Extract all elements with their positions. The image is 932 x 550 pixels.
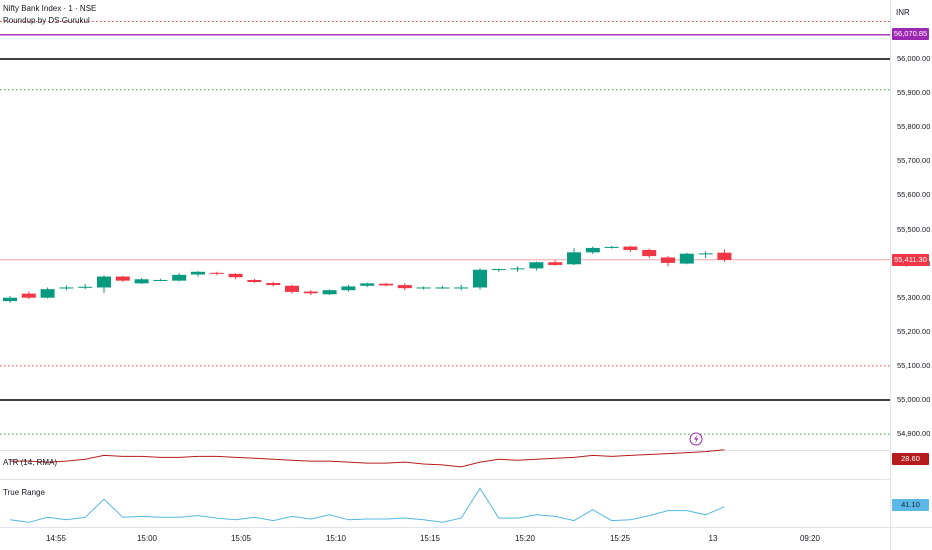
candle-body bbox=[416, 287, 431, 289]
price-tick-label: 55,800.00 bbox=[897, 122, 931, 132]
atr-value-tag: 28.60 bbox=[892, 453, 929, 465]
candle-body bbox=[604, 246, 619, 248]
candle-body bbox=[397, 285, 412, 289]
price-tick-label: 55,600.00 bbox=[897, 190, 931, 200]
candle-body bbox=[3, 297, 17, 302]
candle-body bbox=[661, 257, 675, 263]
time-tick-label: 15:15 bbox=[419, 534, 441, 543]
price-tick-label: 55,900.00 bbox=[897, 88, 931, 98]
currency-button[interactable]: INR bbox=[896, 8, 910, 17]
candle-body bbox=[78, 286, 93, 288]
price-tick-label: 56,000.00 bbox=[897, 54, 931, 63]
candle-body bbox=[191, 271, 205, 275]
candle-body bbox=[59, 287, 74, 289]
candle-body bbox=[266, 283, 281, 286]
alert-lightning-icon bbox=[694, 434, 699, 444]
candle-body bbox=[473, 269, 487, 288]
level-price-tag: 56,070.85 bbox=[892, 28, 929, 40]
candle-body bbox=[303, 291, 318, 294]
candle-body bbox=[379, 283, 393, 286]
candle-body bbox=[228, 273, 243, 278]
candle-body bbox=[209, 272, 224, 274]
price-tick-label: 55,000.00 bbox=[897, 395, 931, 404]
true-range-value-tag: 41.10 bbox=[892, 499, 929, 511]
candle-body bbox=[172, 274, 187, 281]
candle-body bbox=[134, 279, 149, 284]
atr-line bbox=[10, 449, 725, 468]
time-tick-label: 13 bbox=[708, 534, 718, 543]
time-tick-label: 09:20 bbox=[799, 534, 821, 543]
time-tick-label: 15:00 bbox=[136, 534, 158, 543]
candle-body bbox=[510, 268, 525, 270]
candle-body bbox=[322, 290, 337, 295]
candle-body bbox=[585, 247, 600, 253]
true-range-title[interactable]: True Range bbox=[3, 488, 45, 497]
candle-body bbox=[40, 289, 55, 298]
candle-body bbox=[435, 287, 450, 289]
candle-body bbox=[115, 276, 130, 281]
time-tick-label: 15:10 bbox=[325, 534, 347, 543]
price-tick-label: 55,300.00 bbox=[897, 292, 931, 302]
price-tick-label: 55,100.00 bbox=[897, 360, 931, 370]
indicator-title[interactable]: Roundup by DS Gurukul bbox=[3, 16, 90, 25]
atr-title[interactable]: ATR (14, RMA) bbox=[3, 458, 58, 467]
candle-body bbox=[21, 293, 36, 298]
candle-body bbox=[717, 252, 732, 260]
candle-body bbox=[623, 246, 638, 250]
candle-body bbox=[698, 253, 713, 255]
time-tick-label: 14:55 bbox=[45, 534, 67, 543]
last-price-tag: 55,411.30 bbox=[892, 253, 929, 266]
time-tick-label: 15:25 bbox=[609, 534, 631, 543]
candle-body bbox=[97, 276, 111, 288]
candle-body bbox=[548, 262, 563, 265]
price-tick-label: 55,200.00 bbox=[897, 326, 931, 336]
candle-body bbox=[642, 249, 657, 257]
candle-body bbox=[529, 262, 544, 269]
symbol-title[interactable]: Nifty Bank Index · 1 · NSE bbox=[3, 4, 97, 13]
candle-body bbox=[679, 253, 694, 264]
candle-body bbox=[247, 279, 262, 283]
true-range-line bbox=[9, 487, 725, 523]
candle-body bbox=[454, 287, 469, 289]
price-tick-label: 55,500.00 bbox=[897, 224, 931, 234]
price-tick-label: 54,900.00 bbox=[897, 429, 931, 439]
candle-body bbox=[153, 279, 168, 281]
time-tick-label: 15:05 bbox=[230, 534, 252, 543]
candle-body bbox=[491, 269, 506, 271]
price-tick-label: 55,700.00 bbox=[897, 156, 931, 166]
time-tick-label: 15:20 bbox=[514, 534, 536, 543]
candle-body bbox=[341, 286, 356, 291]
candle-body bbox=[567, 252, 581, 265]
candle-body bbox=[360, 283, 375, 286]
candle-body bbox=[285, 285, 299, 292]
